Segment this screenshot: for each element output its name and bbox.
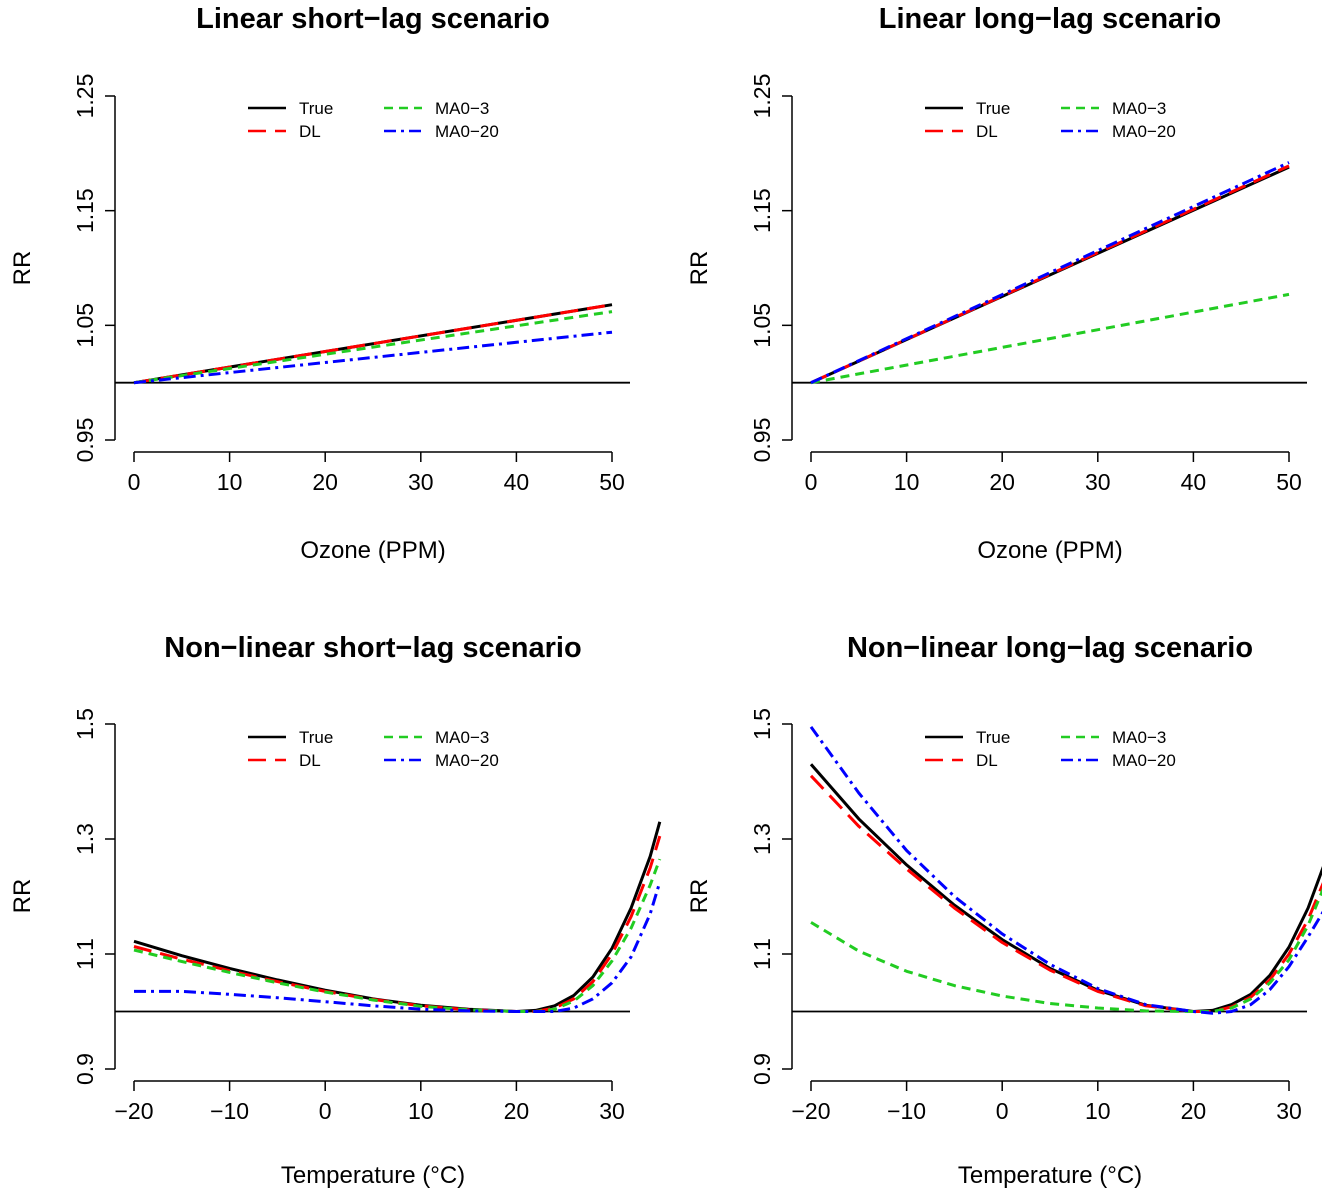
x-tick-label: 50 (599, 469, 625, 495)
series-line-ma0-3 (133, 858, 662, 1013)
plot-area: −20 −10 0 10 20 30 0.9 1.1 1.3 1.5 (749, 708, 1322, 1124)
legend-label: DL (976, 751, 998, 770)
panel-nonlinear-short-lag: Non−linear short−lag scenario Temperatur… (9, 632, 662, 1189)
plot-area: −20 −10 0 10 20 30 0.9 1.1 1.3 1.5 (72, 708, 662, 1124)
series-line-true (133, 821, 662, 1013)
y-tick-label: 1.15 (72, 188, 98, 233)
chart-title: Linear long−lag scenario (879, 3, 1221, 35)
x-tick-label: −20 (791, 1098, 830, 1124)
x-tick-label: 10 (1085, 1098, 1111, 1124)
y-tick-label: 0.9 (72, 1053, 98, 1085)
chart-title: Non−linear short−lag scenario (164, 632, 581, 664)
plot-area: 0 10 20 30 40 50 0.95 1.05 1.15 1.25 (72, 74, 630, 495)
legend: True DL MA0−3 MA0−20 (248, 99, 499, 141)
x-tick-label: 20 (312, 469, 338, 495)
panel-nonlinear-long-lag: Non−linear long−lag scenario Temperature… (686, 632, 1322, 1189)
y-tick-label: 1.1 (72, 938, 98, 970)
x-axis-label: Ozone (PPM) (977, 537, 1122, 564)
series-line-ma0-3 (810, 292, 1290, 385)
legend-label: MA0−3 (1112, 99, 1166, 118)
series-line-dl (133, 835, 662, 1013)
x-axis-label: Temperature (°C) (958, 1162, 1142, 1189)
x-tick-label: 0 (128, 469, 141, 495)
legend-label: DL (299, 751, 321, 770)
legend-label: True (299, 728, 333, 747)
series-line-ma0-20 (133, 330, 613, 385)
y-tick-label: 1.5 (749, 708, 775, 740)
x-tick-label: −10 (210, 1098, 249, 1124)
x-tick-label: 40 (504, 469, 530, 495)
series-line-ma0-20 (809, 726, 1322, 1015)
x-tick-label: 0 (805, 469, 818, 495)
panel-linear-short-lag: Linear short−lag scenario Ozone (PPM) RR… (9, 3, 630, 564)
x-tick-label: −10 (887, 1098, 926, 1124)
y-tick-label: 1.25 (749, 74, 775, 119)
legend-label: MA0−20 (435, 122, 499, 141)
legend-label: True (976, 728, 1010, 747)
y-tick-label: 1.15 (749, 188, 775, 233)
chart-title: Linear short−lag scenario (196, 3, 550, 35)
series-line-ma0-20 (810, 161, 1290, 385)
y-tick-label: 1.25 (72, 74, 98, 119)
panel-linear-long-lag: Linear long−lag scenario Ozone (PPM) RR … (686, 3, 1307, 564)
y-tick-label: 0.95 (72, 418, 98, 463)
legend: True DL MA0−3 MA0−20 (248, 728, 499, 770)
y-axis-label: RR (9, 251, 36, 286)
x-tick-label: 40 (1181, 469, 1207, 495)
x-tick-label: 20 (1181, 1098, 1207, 1124)
series-line-true (809, 763, 1322, 1013)
legend-label: MA0−20 (1112, 122, 1176, 141)
y-tick-label: 1.05 (749, 303, 775, 348)
x-tick-label: 0 (319, 1098, 332, 1124)
y-tick-label: 1.3 (749, 823, 775, 855)
y-axis-label: RR (686, 879, 713, 914)
y-tick-label: 0.95 (749, 418, 775, 463)
series-line-ma0-3 (133, 310, 613, 385)
chart-title: Non−linear long−lag scenario (847, 632, 1253, 664)
y-tick-label: 1.3 (72, 823, 98, 855)
x-tick-label: 20 (504, 1098, 530, 1124)
plot-area: 0 10 20 30 40 50 0.95 1.05 1.15 1.25 (749, 74, 1307, 495)
x-tick-label: 30 (1085, 469, 1111, 495)
x-tick-label: 20 (989, 469, 1015, 495)
legend-label: DL (299, 122, 321, 141)
y-tick-label: 1.5 (72, 708, 98, 740)
x-tick-label: 30 (1276, 1098, 1302, 1124)
y-tick-label: 1.05 (72, 303, 98, 348)
x-tick-label: 30 (408, 469, 434, 495)
x-tick-label: 0 (996, 1098, 1009, 1124)
x-tick-label: −20 (114, 1098, 153, 1124)
legend-label: MA0−3 (435, 728, 489, 747)
legend-label: MA0−3 (435, 99, 489, 118)
x-tick-label: 30 (599, 1098, 625, 1124)
series-line-ma0-20 (134, 881, 662, 1013)
legend: True DL MA0−3 MA0−20 (925, 99, 1176, 141)
x-tick-label: 10 (408, 1098, 434, 1124)
y-axis-label: RR (9, 879, 36, 914)
legend-label: MA0−20 (1112, 751, 1176, 770)
x-tick-label: 10 (894, 469, 920, 495)
legend: True DL MA0−3 MA0−20 (925, 728, 1176, 770)
x-axis-label: Ozone (PPM) (300, 537, 445, 564)
x-tick-label: 50 (1276, 469, 1302, 495)
series-line-dl (810, 164, 1290, 385)
series-line-ma0-3 (810, 887, 1322, 1013)
series-line-dl (809, 774, 1322, 1013)
y-tick-label: 1.1 (749, 938, 775, 970)
legend-label: DL (976, 122, 998, 141)
y-tick-label: 0.9 (749, 1053, 775, 1085)
x-axis-label: Temperature (°C) (281, 1162, 465, 1189)
x-tick-label: 10 (217, 469, 243, 495)
legend-label: MA0−3 (1112, 728, 1166, 747)
legend-label: True (299, 99, 333, 118)
y-axis-label: RR (686, 251, 713, 286)
legend-label: True (976, 99, 1010, 118)
legend-label: MA0−20 (435, 751, 499, 770)
